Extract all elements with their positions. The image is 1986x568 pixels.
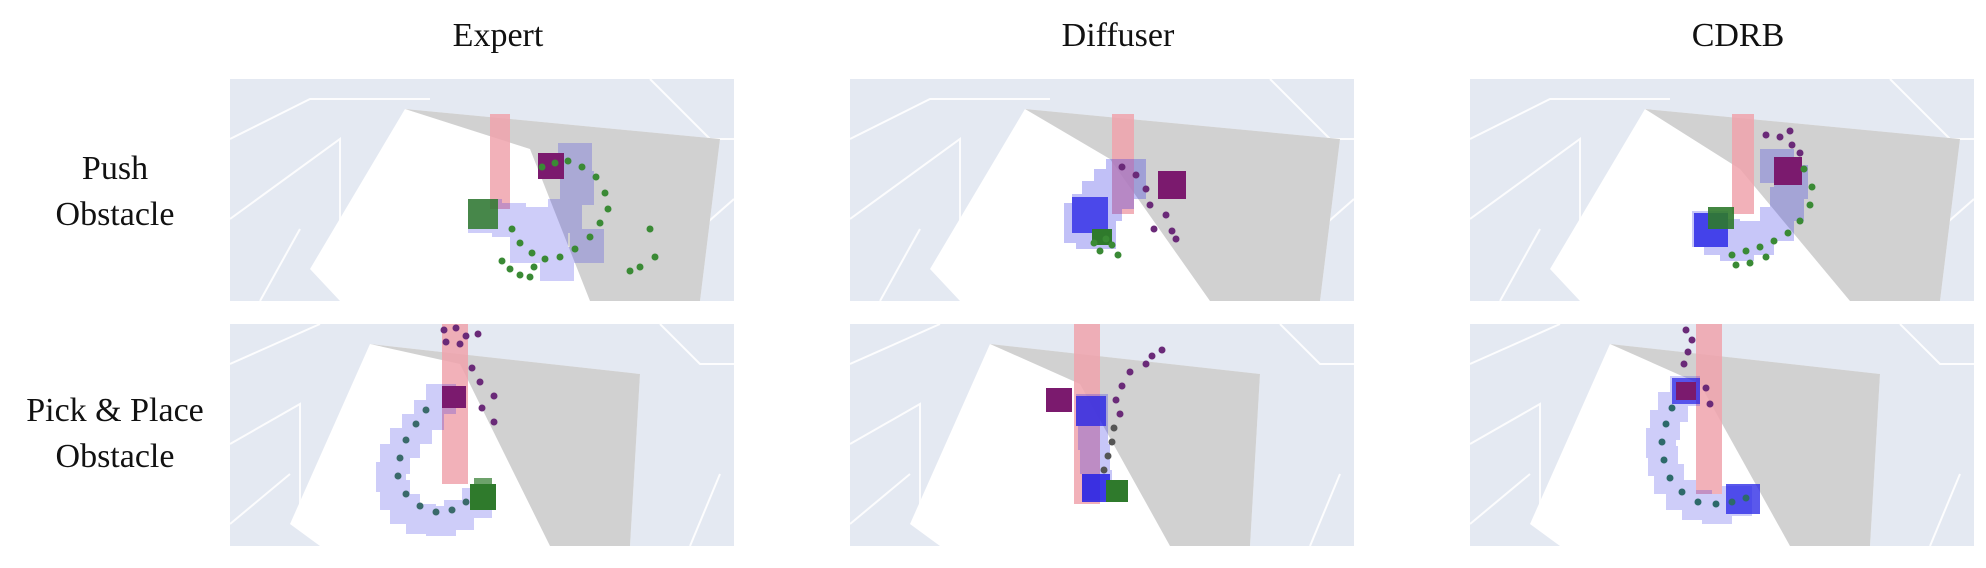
panel-push-expert [230,79,734,301]
column-header-expert: Expert [452,17,544,54]
panel-pick-place-diffuser [850,324,1354,546]
panel-pick-place-cdrb [1470,324,1974,546]
panel-push-diffuser [850,79,1354,301]
column-header-diffuser: Diffuser [1061,17,1175,54]
column-header-cdrb: CDRB [1691,17,1785,54]
row-label-line: Pick & Place [26,392,204,429]
panel-pick-place-expert [230,324,734,546]
row-label-line: Obstacle [55,196,175,233]
row-label-line: Obstacle [55,438,175,475]
row-label-pick-place-obstacle: Pick & Place Obstacle [0,388,230,480]
row-label-line: Push [81,150,149,187]
panel-push-cdrb [1470,79,1974,301]
row-label-push-obstacle: Push Obstacle [0,146,230,238]
